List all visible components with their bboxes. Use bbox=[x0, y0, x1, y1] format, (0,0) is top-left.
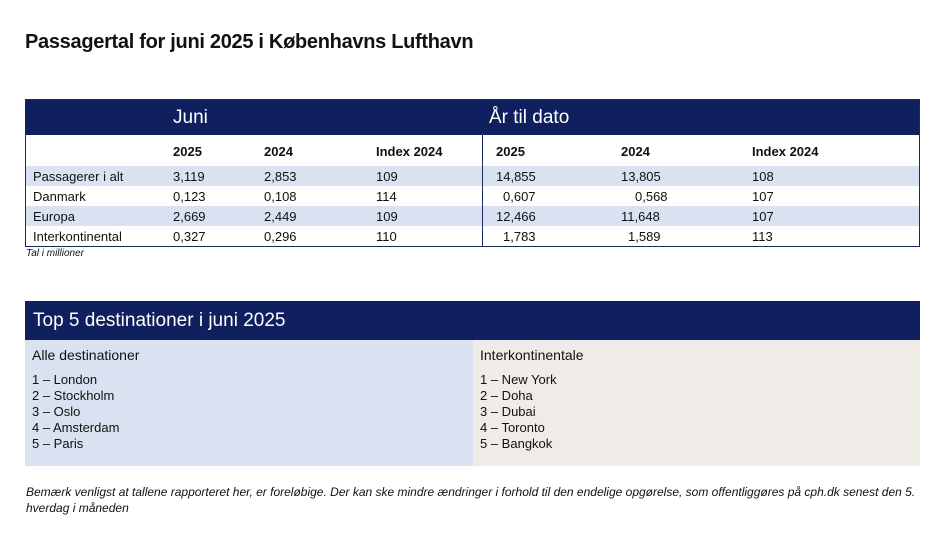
cell: 108 bbox=[752, 169, 774, 184]
cell: 114 bbox=[376, 189, 397, 204]
cell: 2,669 bbox=[173, 209, 206, 224]
table-column-header: 2025 2024 Index 2024 2025 2024 Index 202… bbox=[26, 135, 919, 166]
cell: 2,853 bbox=[264, 169, 297, 184]
list-item: 4 – Toronto bbox=[480, 420, 545, 435]
top5-title: Top 5 destinationer i juni 2025 bbox=[25, 301, 920, 340]
cell: 109 bbox=[376, 169, 398, 184]
all-destinations-heading: Alle destinationer bbox=[32, 347, 140, 363]
col-june-2025: 2025 bbox=[173, 144, 202, 159]
cell: 13,805 bbox=[621, 169, 661, 184]
list-item: 3 – Dubai bbox=[480, 404, 536, 419]
table-row: Danmark 0,123 0,108 114 0,607 0,568 107 bbox=[26, 186, 919, 206]
row-label: Passagerer i alt bbox=[33, 169, 124, 184]
cell: 11,648 bbox=[621, 209, 660, 224]
list-item: 2 – Stockholm bbox=[32, 388, 115, 403]
cell: 113 bbox=[752, 229, 773, 244]
col-june-2024: 2024 bbox=[264, 144, 293, 159]
row-label: Interkontinental bbox=[33, 229, 122, 244]
passenger-stats-table: Juni År til dato 2025 2024 Index 2024 20… bbox=[25, 99, 920, 247]
list-item: 5 – Paris bbox=[32, 436, 84, 451]
row-label: Danmark bbox=[33, 189, 86, 204]
cell: 0,327 bbox=[173, 229, 206, 244]
disclaimer-note: Bemærk venligst at tallene rapporteret h… bbox=[26, 485, 916, 515]
cell: 107 bbox=[752, 209, 774, 224]
cell: 1,783 bbox=[503, 229, 536, 244]
intercontinental-panel: Interkontinentale 1 – New York 2 – Doha … bbox=[473, 340, 920, 466]
list-item: 4 – Amsterdam bbox=[32, 420, 120, 435]
col-june-index: Index 2024 bbox=[376, 144, 443, 159]
col-ytd-index: Index 2024 bbox=[752, 144, 819, 159]
cell: 0,108 bbox=[264, 189, 297, 204]
cell: 2,449 bbox=[264, 209, 297, 224]
list-item: 1 – New York bbox=[480, 372, 557, 387]
page-title: Passagertal for juni 2025 i Københavns L… bbox=[25, 31, 474, 53]
all-destinations-list: 1 – London 2 – Stockholm 3 – Oslo 4 – Am… bbox=[32, 372, 119, 452]
cell: 0,296 bbox=[264, 229, 297, 244]
list-item: 5 – Bangkok bbox=[480, 436, 553, 451]
list-item: 1 – London bbox=[32, 372, 98, 387]
cell: 12,466 bbox=[496, 209, 536, 224]
cell: 0,607 bbox=[503, 189, 536, 204]
row-label: Europa bbox=[33, 209, 75, 224]
table-row: Passagerer i alt 3,119 2,853 109 14,855 … bbox=[26, 166, 919, 186]
cell: 107 bbox=[752, 189, 774, 204]
all-destinations-panel: Alle destinationer 1 – London 2 – Stockh… bbox=[25, 340, 473, 466]
unit-note: Tal i millioner bbox=[26, 248, 84, 259]
group-ytd: År til dato bbox=[489, 107, 570, 128]
intercontinental-list: 1 – New York 2 – Doha 3 – Dubai 4 – Toro… bbox=[480, 372, 557, 452]
top5-section: Top 5 destinationer i juni 2025 Alle des… bbox=[25, 301, 920, 466]
col-ytd-2025: 2025 bbox=[496, 144, 525, 159]
cell: 0,123 bbox=[173, 189, 206, 204]
cell: 14,855 bbox=[496, 169, 536, 184]
cell: 0,568 bbox=[635, 189, 668, 204]
cell: 3,119 bbox=[173, 169, 205, 184]
group-june: Juni bbox=[173, 107, 208, 128]
table-group-header: Juni År til dato bbox=[26, 100, 919, 135]
col-ytd-2024: 2024 bbox=[621, 144, 650, 159]
intercontinental-heading: Interkontinentale bbox=[480, 347, 584, 363]
cell: 1,589 bbox=[628, 229, 661, 244]
cell: 109 bbox=[376, 209, 398, 224]
cell: 110 bbox=[376, 229, 397, 244]
list-item: 3 – Oslo bbox=[32, 404, 81, 419]
column-divider bbox=[482, 135, 483, 246]
table-row: Europa 2,669 2,449 109 12,466 11,648 107 bbox=[26, 206, 919, 226]
table-row: Interkontinental 0,327 0,296 110 1,783 1… bbox=[26, 226, 919, 246]
list-item: 2 – Doha bbox=[480, 388, 533, 403]
